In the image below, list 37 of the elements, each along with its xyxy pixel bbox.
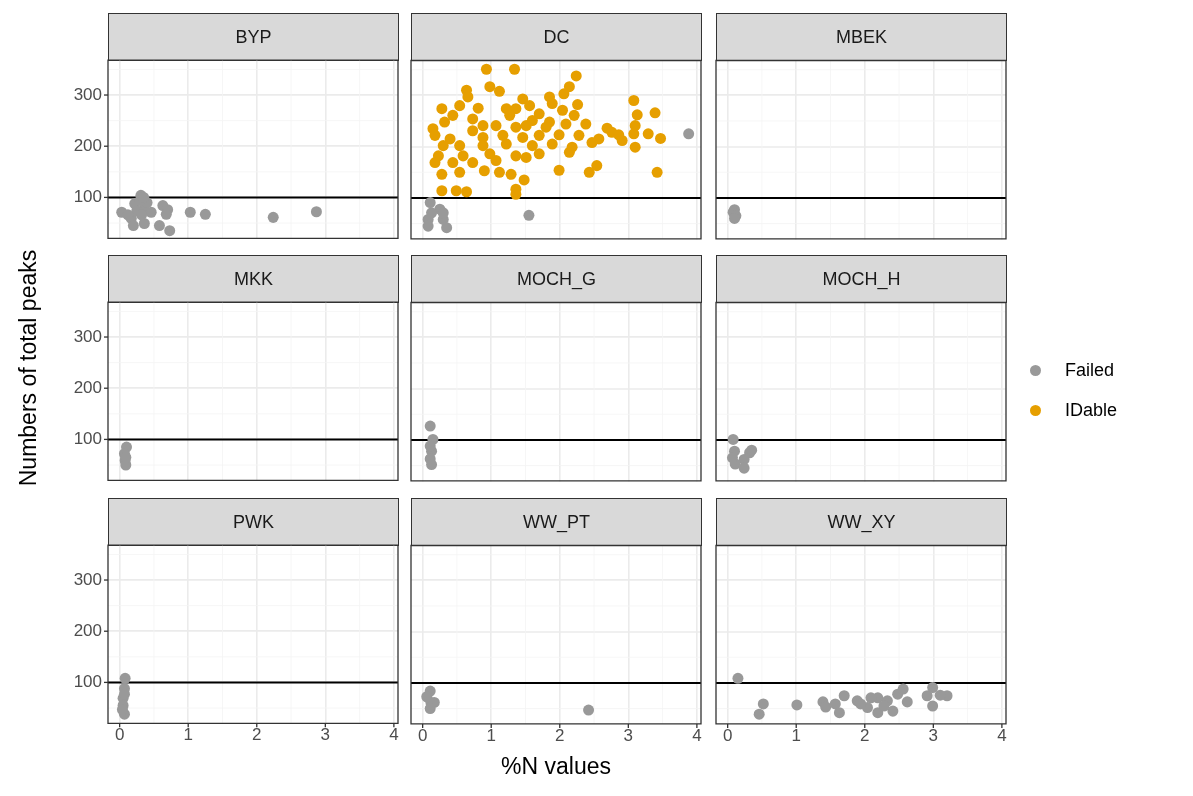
y-tick-label: 200: [73, 620, 102, 640]
x-tick-label: 1: [791, 725, 801, 745]
x-tick-label: 2: [860, 725, 870, 745]
chart-title: MBEK: [716, 13, 1007, 61]
chart-title: MOCH_G: [411, 255, 702, 303]
x-tick-label: 3: [928, 725, 939, 745]
chart-title: MKK: [108, 255, 399, 303]
chart-title: DC: [411, 13, 702, 61]
chart-title: BYP: [108, 13, 399, 61]
y-tick-label: 100: [73, 671, 102, 691]
x-tick-label: 4: [389, 725, 399, 745]
x-tick-label: 3: [320, 725, 331, 745]
x-tick-label: 0: [722, 725, 733, 745]
y-tick-label: 100: [73, 428, 102, 448]
chart-title: PWK: [108, 498, 399, 546]
x-tick-label: 0: [114, 725, 125, 745]
x-tick-label: 1: [486, 725, 496, 745]
x-tick-label: 0: [417, 725, 428, 745]
y-tick-label: 300: [73, 84, 102, 104]
x-tick-label: 4: [997, 725, 1007, 745]
y-tick-label: 300: [73, 569, 102, 589]
chart-title: WW_PT: [411, 498, 702, 546]
y-tick-label: 200: [73, 135, 102, 155]
x-tick-label: 2: [252, 725, 262, 745]
x-tick-label: 3: [623, 725, 634, 745]
chart-title: WW_XY: [716, 498, 1007, 546]
legend-label: IDable: [1065, 399, 1118, 421]
x-tick-label: 2: [555, 725, 565, 745]
x-tick-label: 4: [692, 725, 702, 745]
y-tick-label: 100: [73, 186, 102, 206]
x-axis-title: %N values: [500, 753, 612, 780]
chart-title: MOCH_H: [716, 255, 1007, 303]
legend-label: Failed: [1065, 359, 1115, 381]
y-axis-title: Numbers of total peaks: [14, 249, 42, 486]
y-tick-label: 300: [73, 326, 102, 346]
y-tick-label: 200: [73, 377, 102, 397]
x-tick-label: 1: [183, 725, 193, 745]
